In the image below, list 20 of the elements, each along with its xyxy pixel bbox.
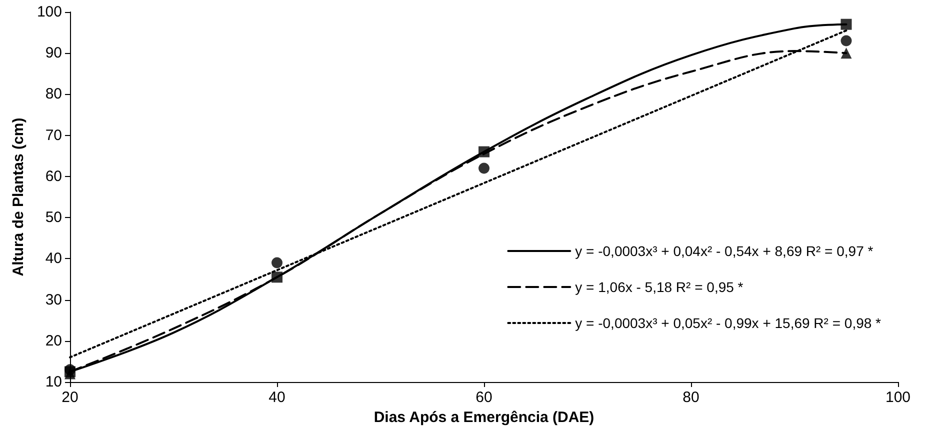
x-tick-label: 80: [682, 389, 700, 406]
y-tick-label: 100: [36, 4, 62, 20]
y-tick-label: 60: [45, 168, 62, 185]
x-axis-title: Dias Após a Emergência (DAE): [374, 409, 594, 426]
y-tick-label: 70: [45, 126, 62, 144]
legend-label: y = -0,0003x³ + 0,05x² - 0,99x + 15,69 R² = 0,98 *: [575, 315, 882, 331]
y-axis-title: Altura de Plantas (cm): [10, 118, 28, 276]
legend-label: y = 1,06x - 5,18 R² = 0,95 *: [575, 279, 744, 295]
y-tick-label: 20: [45, 332, 62, 350]
y-tick-label: 80: [45, 86, 62, 103]
x-tick-label: 20: [62, 389, 78, 406]
y-tick-label: 10: [45, 374, 62, 390]
legend-label: y = -0,0003x³ + 0,04x² - 0,54x + 8,69 R² = 0,97 *: [575, 243, 874, 259]
y-tick-label: 40: [45, 250, 62, 268]
y-tick-label: 50: [45, 209, 62, 226]
x-tick-label: 100: [885, 389, 911, 406]
x-tick-label: 40: [268, 389, 286, 406]
y-tick-label: 30: [45, 291, 62, 308]
y-tick-label: 90: [45, 44, 62, 62]
x-tick-label: 60: [476, 389, 492, 406]
